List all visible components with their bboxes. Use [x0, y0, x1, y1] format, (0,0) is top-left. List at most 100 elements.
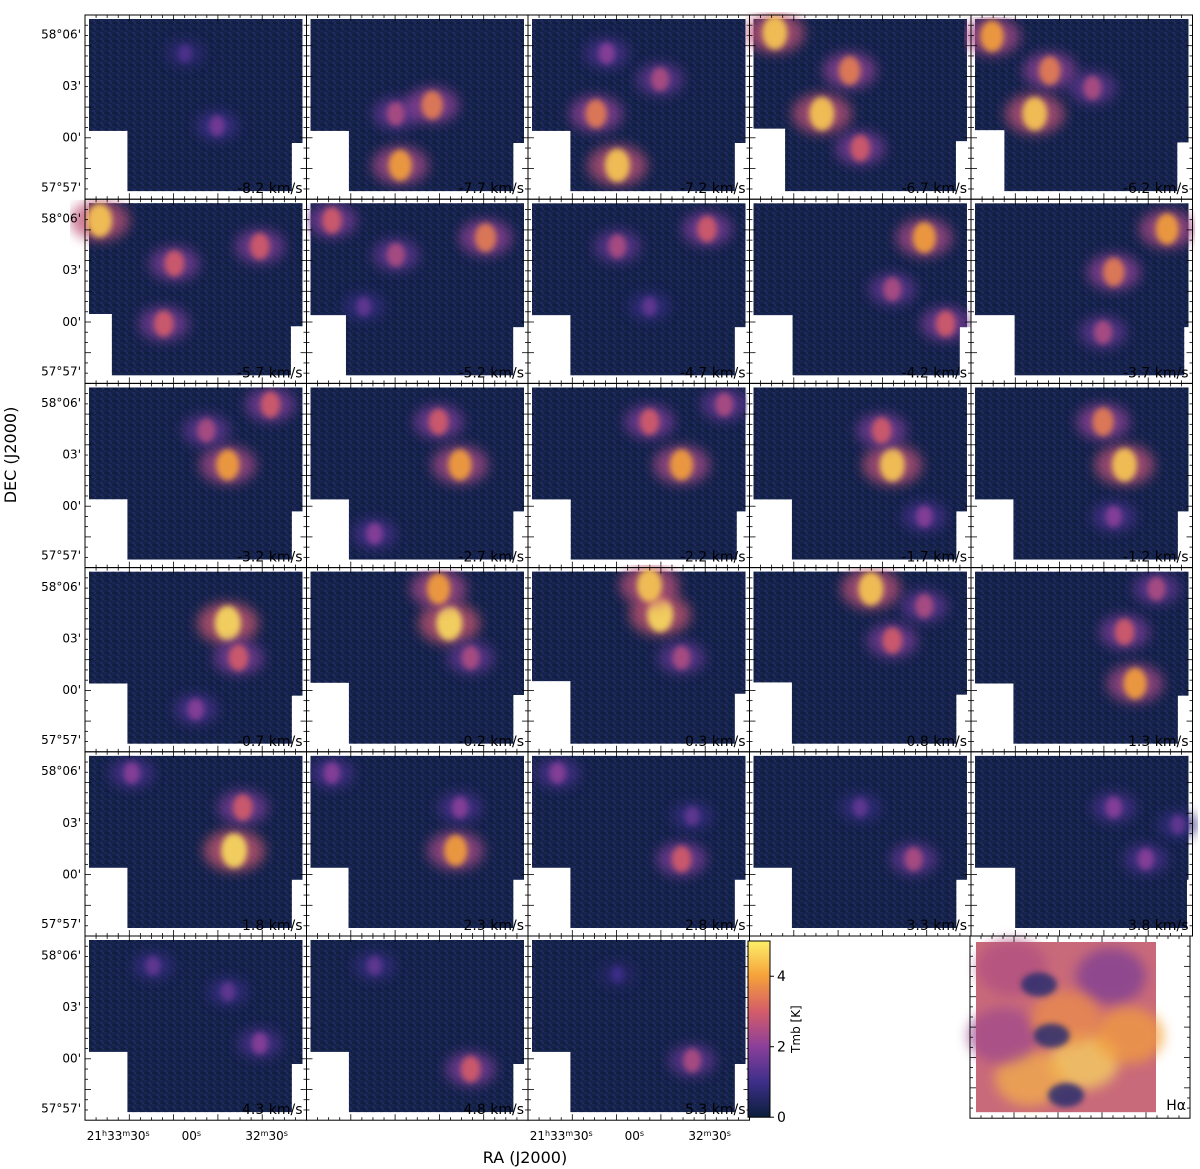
channel-panel: -1.7 km/s	[749, 382, 972, 569]
channel-panel: -3.2 km/s	[84, 382, 307, 569]
emission-core	[1123, 667, 1147, 700]
velocity-label: -6.2 km/s	[1123, 181, 1189, 197]
emission-core	[912, 222, 936, 254]
channel-panel: -5.2 km/s	[306, 198, 529, 384]
velocity-label: -4.7 km/s	[680, 365, 746, 381]
y-tick-label: 03'	[62, 816, 81, 830]
emission-core	[683, 1048, 702, 1073]
emission-core	[1038, 56, 1061, 86]
emission-core	[428, 408, 449, 436]
channel-panel: -5.7 km/s	[70, 198, 307, 384]
channel-panel: -3.7 km/s	[970, 198, 1196, 384]
channel-panel: -1.2 km/s	[970, 382, 1193, 569]
y-tick-label: 57°57'	[41, 549, 81, 563]
emission-core	[178, 44, 192, 63]
emission-core	[549, 762, 566, 784]
velocity-label: -7.2 km/s	[680, 181, 746, 197]
x-tick-label: 21h33m30s	[87, 1129, 150, 1144]
emission-core	[598, 42, 615, 65]
emission-core	[123, 762, 140, 784]
emission-core	[904, 847, 923, 872]
map-noise	[975, 755, 1189, 928]
emission-core	[935, 310, 956, 337]
emission-core	[1170, 815, 1186, 835]
velocity-label: -1.2 km/s	[1123, 550, 1189, 566]
channel-panel: -2.7 km/s	[306, 382, 529, 569]
emission-core	[209, 115, 225, 136]
velocity-label: -7.7 km/s	[458, 181, 524, 197]
map-footprint	[310, 19, 524, 192]
y-tick-label: 57°57'	[41, 365, 81, 379]
emission-core	[260, 391, 281, 418]
channel-panel: -4.2 km/s	[749, 198, 972, 384]
map-footprint	[89, 940, 303, 1113]
emission-core	[611, 966, 624, 983]
channel-panel: -0.7 km/s	[84, 567, 307, 753]
y-tick-label: 58°06'	[41, 580, 81, 594]
y-tick-label: 57°57'	[41, 180, 81, 194]
x-tick-label: 32m30s	[688, 1129, 731, 1144]
channel-panel: -2.2 km/s	[527, 382, 750, 569]
velocity-label: -0.7 km/s	[237, 734, 303, 750]
x-tick-label: 00s	[182, 1129, 201, 1144]
emission-core	[647, 597, 674, 633]
colorbar-label: Tmb [K]	[789, 1005, 803, 1054]
axes-layer: 58°06' 03' 00' 57°57' 58°06' 03' 00' 57°57' 58°0…	[41, 27, 731, 1143]
channel-panel: -6.2 km/s	[964, 14, 1193, 200]
velocity-label: 2.3 km/s	[464, 918, 524, 934]
emission-core	[356, 296, 372, 317]
map-noise	[89, 940, 303, 1113]
emission-core	[636, 568, 663, 603]
emission-core	[87, 203, 113, 238]
map-noise	[532, 940, 746, 1113]
halpha-panel: Hα	[968, 935, 1191, 1119]
colorbar: 0 2 4 Tmb [K]	[747, 940, 803, 1126]
emission-core	[585, 99, 607, 129]
map-footprint	[753, 755, 967, 928]
emission-core	[639, 408, 660, 436]
emission-core	[762, 15, 788, 50]
emission-core	[421, 90, 443, 120]
velocity-label: -8.2 km/s	[237, 181, 303, 197]
y-tick-label: 03'	[62, 632, 81, 646]
velocity-label: -3.2 km/s	[237, 550, 303, 566]
emission-core	[448, 449, 472, 481]
emission-core	[1092, 407, 1114, 437]
map-noise	[310, 940, 524, 1113]
emission-core	[850, 134, 871, 162]
map-footprint	[532, 387, 748, 560]
emission-core	[1094, 320, 1113, 345]
channel-panel: 0.3 km/s	[527, 564, 750, 753]
channel-panel: -7.7 km/s	[306, 14, 529, 200]
y-tick-label: 58°06'	[41, 764, 81, 778]
x-tick-label: 00s	[625, 1129, 644, 1144]
map-footprint	[89, 755, 303, 928]
map-footprint	[745, 12, 967, 192]
emission-core	[915, 594, 934, 619]
emission-core	[220, 982, 235, 1002]
map-footprint	[310, 569, 524, 744]
emission-core	[883, 277, 902, 302]
emission-core	[386, 242, 405, 267]
map-footprint	[89, 571, 303, 744]
emission-core	[321, 207, 342, 234]
emission-core	[436, 605, 463, 641]
velocity-label: 3.8 km/s	[1128, 918, 1188, 934]
velocity-label: -2.2 km/s	[680, 550, 746, 566]
emission-core	[1105, 796, 1122, 819]
y-tick-label: 03'	[62, 263, 81, 277]
y-tick-label: 57°57'	[41, 733, 81, 747]
map-footprint	[532, 755, 746, 928]
y-tick-label: 03'	[62, 79, 81, 93]
emission-core	[323, 762, 340, 784]
map-footprint	[532, 940, 746, 1113]
emission-core	[153, 310, 174, 337]
emission-core	[853, 797, 868, 818]
map-footprint	[532, 564, 746, 744]
channel-panel: -8.2 km/s	[84, 14, 307, 200]
emission-core	[1111, 448, 1138, 482]
map-footprint	[89, 387, 303, 560]
emission-core	[214, 605, 241, 641]
y-tick-label: 03'	[62, 1000, 81, 1014]
emission-core	[474, 223, 497, 253]
